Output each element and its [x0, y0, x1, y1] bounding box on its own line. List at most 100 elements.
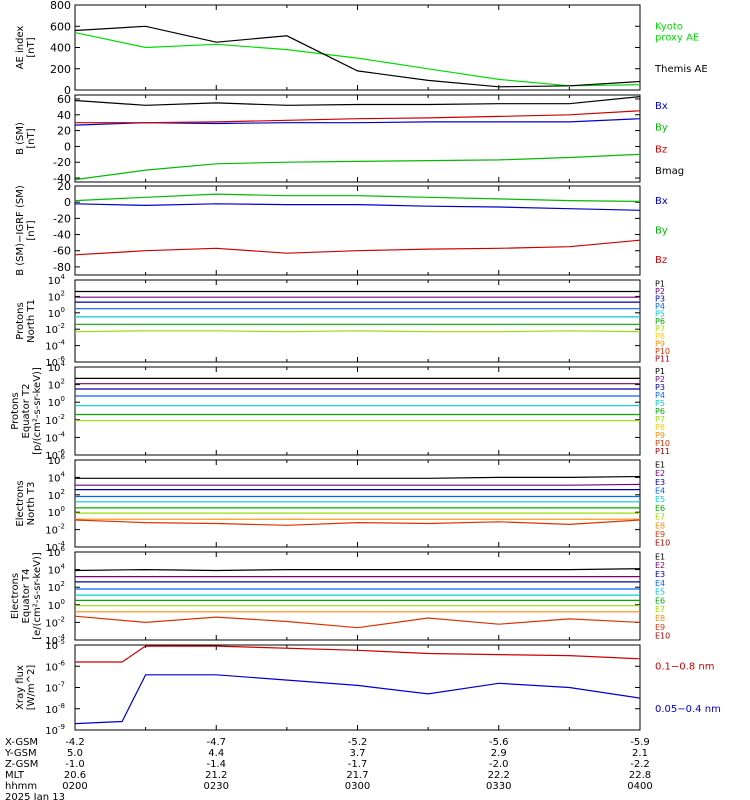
series-line-bz [75, 110, 641, 124]
legend-entry: P10 [655, 347, 670, 356]
y-axis-label: ProtonsEquator T2[p/(cm²-s-sr-keV)] [10, 367, 43, 455]
footer-value: -1.7 [348, 759, 368, 770]
y-axis-label: ProtonsNorth T1 [15, 299, 37, 343]
footer-value: 22.2 [488, 770, 510, 781]
y-tick-label: 102 [48, 378, 65, 392]
legend-entry: P2 [655, 375, 665, 384]
legend-entry: P5 [655, 310, 665, 319]
legend-entry: P11 [655, 354, 670, 363]
legend-entry: P5 [655, 399, 665, 408]
panel-frame [74, 279, 641, 363]
legend-entry: P4 [655, 391, 665, 400]
panel-3: 20 0 -20 -40 -60 -80 B (SM)−IGRF (SM)[nT] Bx By B… [15, 180, 668, 276]
y-tick-label: 10-6 [45, 659, 65, 673]
footer-value: -5.9 [630, 737, 650, 748]
y-tick-label: 10-9 [45, 723, 65, 737]
legend-entry: E4 [655, 579, 665, 588]
y-tick-label: 20 [57, 180, 71, 193]
legend-entry: P9 [655, 431, 665, 440]
y-axis-label: ElectronsNorth T3 [15, 480, 37, 526]
y-tick-label: -60 [53, 245, 71, 258]
y-tick-label: -20 [53, 212, 71, 225]
footer-value: -1.0 [65, 759, 85, 770]
legend-entry: E4 [655, 486, 665, 495]
legend-entry: E7 [655, 605, 665, 614]
footer-value: 2.9 [491, 748, 507, 759]
series-line-by [74, 153, 641, 181]
series-line-kyoto-proxy-ae [74, 32, 641, 87]
footer-value: 2.1 [632, 748, 648, 759]
y-tick-label: 104 [48, 360, 66, 374]
legend-entry: E6 [655, 504, 665, 513]
series-line-e9 [74, 615, 641, 629]
series-line-e1 [75, 475, 641, 479]
legend-entry: P1 [655, 367, 665, 376]
footer-date: 2025 Jan 13 [5, 792, 65, 800]
y-axis-label: ElectronsEquator T4[e/(cm²-s-sr-keV)] [10, 552, 43, 640]
legend-entry: Bz [655, 144, 667, 155]
series-line-themis-ae [74, 25, 641, 88]
y-tick-label: 10-2 [45, 615, 65, 629]
footer-value: 0330 [486, 781, 511, 792]
footer-value: -2.0 [489, 759, 509, 770]
y-tick-label: 10-7 [45, 681, 65, 695]
y-tick-label: 10-4 [45, 430, 65, 444]
panel-1: 800 600 400 200 0 AE index[nT] Kyoto proxy AE Th… [15, 0, 708, 97]
y-tick-label: 40 [57, 109, 71, 122]
legend-entry: E8 [655, 521, 665, 530]
legend-entry: E5 [655, 495, 665, 504]
series-line-bz [74, 239, 641, 256]
panel-frame [74, 644, 641, 731]
legend-entry: Bx [655, 101, 668, 112]
y-tick-label: 0 [64, 84, 71, 97]
y-tick-label: 104 [48, 273, 66, 287]
y-tick-label: 100 [48, 306, 65, 320]
y-tick-label: 102 [48, 488, 65, 502]
legend-entry: P11 [655, 447, 670, 456]
legend-entry: By [655, 123, 668, 134]
legend-entry: Themis AE [654, 64, 708, 75]
legend-entry: P9 [655, 339, 665, 348]
footer-row-label: hhmm [5, 781, 37, 792]
footer-value: 21.7 [346, 770, 368, 781]
footer-value: -5.2 [348, 737, 368, 748]
footer-value: 0300 [345, 781, 370, 792]
y-tick-label: 104 [48, 563, 66, 577]
panel-frame [74, 551, 641, 641]
legend-entry: Bx [655, 196, 668, 207]
y-tick-label: 10-6 [45, 355, 65, 369]
y-tick-label: 100 [48, 505, 65, 519]
legend-entry: E7 [655, 513, 665, 522]
y-tick-label: 10-2 [45, 413, 65, 427]
y-tick-label: 106 [48, 545, 66, 559]
footer-value: 5.0 [67, 748, 83, 759]
legend-entry: Bz [655, 255, 667, 266]
y-tick-label: 60 [57, 93, 71, 106]
panel-2: 60 40 20 0 -20 -40 B (SM)[nT] Bx By Bz Bmag [15, 93, 684, 185]
y-tick-label: 10-2 [45, 322, 65, 336]
footer-value: 21.2 [205, 770, 227, 781]
legend-entry: P8 [655, 423, 665, 432]
footer-value: -1.4 [206, 759, 226, 770]
y-axis-label: AE index[nT] [15, 26, 37, 70]
legend-entry: 0.1−0.8 nm [655, 661, 714, 672]
legend-entry: P6 [655, 317, 665, 326]
footer-value: 4.4 [208, 748, 224, 759]
series-line-e9 [74, 519, 641, 526]
panel-frame [74, 366, 641, 456]
panel-frame [74, 4, 641, 91]
y-tick-label: 10-4 [45, 540, 65, 554]
footer-value: 20.6 [64, 770, 86, 781]
footer-value: -2.2 [630, 759, 650, 770]
legend-entry: By [655, 226, 668, 237]
footer-row-label: Y-GSM [4, 748, 37, 759]
footer-value: -4.2 [65, 737, 85, 748]
legend-entry: E1 [655, 552, 665, 561]
legend-entry: P4 [655, 302, 665, 311]
footer-value: 3.7 [350, 748, 366, 759]
legend-entry: Kyoto proxy AE [655, 21, 699, 43]
y-tick-label: 800 [50, 0, 71, 12]
